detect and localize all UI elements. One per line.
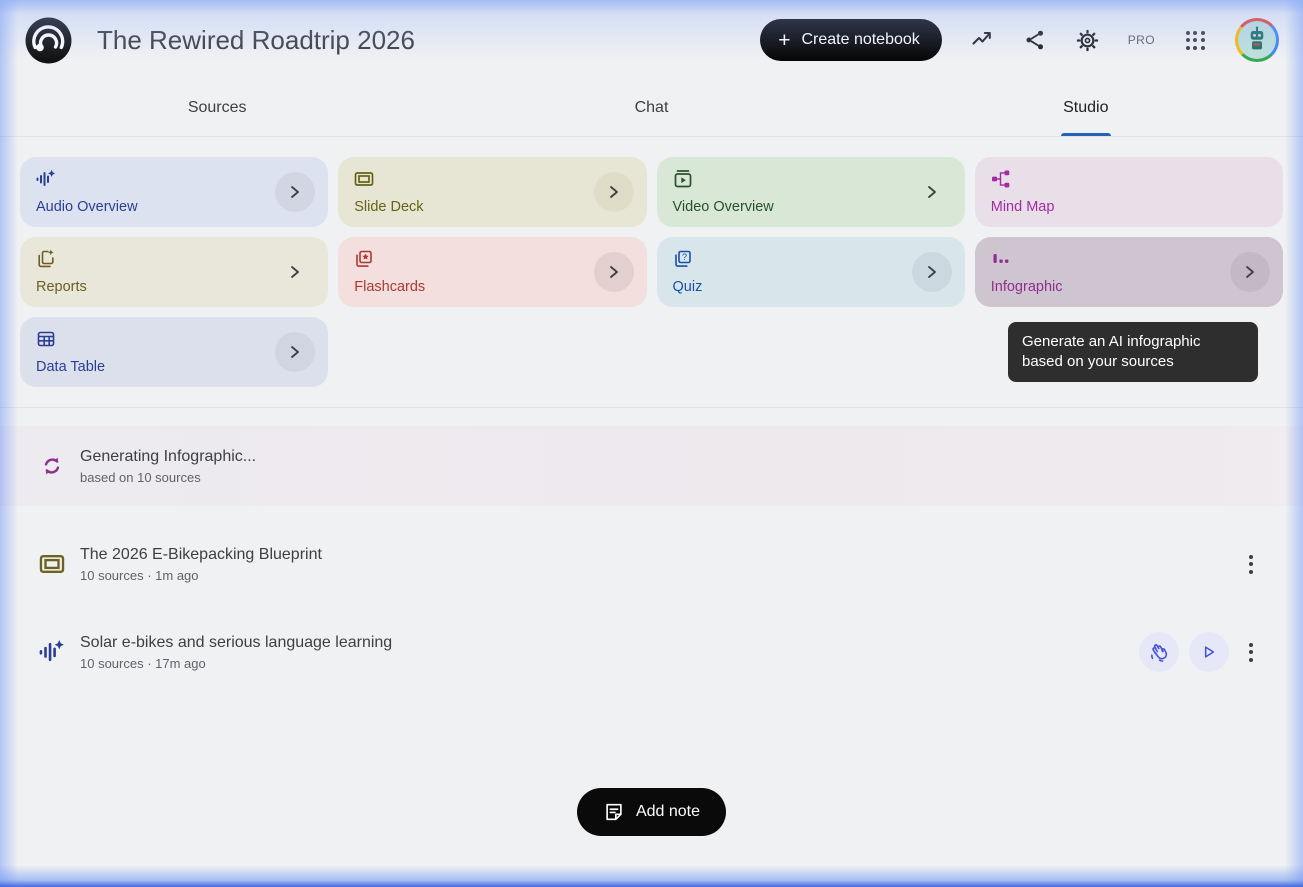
svg-text:?: ? [681, 252, 686, 262]
data-table-grid-icon [37, 331, 55, 347]
more-options-icon[interactable] [1239, 634, 1263, 671]
avatar[interactable] [1235, 18, 1279, 62]
tab-sources[interactable]: Sources [0, 80, 434, 136]
more-options-icon[interactable] [1239, 546, 1263, 583]
apps-grid-icon[interactable] [1182, 27, 1208, 53]
notebook-title[interactable]: The Rewired Roadtrip 2026 [97, 24, 415, 55]
audio-waveform-sparkle-icon [36, 169, 56, 186]
infographic-tooltip: Generate an AI infographic based on your… [1008, 322, 1258, 383]
artifact-slide-deck[interactable]: The 2026 E-Bikepacking Blueprint 10 sour… [0, 528, 1303, 600]
analytics-icon[interactable] [969, 27, 995, 53]
tab-sources-label: Sources [187, 99, 247, 116]
artifact-generating-infographic: Generating Infographic... based on 10 so… [0, 426, 1303, 506]
tool-card-reports[interactable]: Reports [20, 237, 329, 307]
tool-label: Quiz [672, 279, 703, 295]
tab-chat[interactable]: Chat [434, 80, 868, 136]
tool-label: Reports [36, 279, 87, 295]
header-actions: + Create notebook [760, 18, 1279, 62]
add-note-button[interactable]: Add note [576, 788, 727, 836]
footer: Add note [0, 788, 1303, 836]
interactive-mode-button[interactable] [1139, 632, 1179, 672]
data-table-open-chevron[interactable] [275, 332, 316, 372]
artifact-meta: based on 10 sources [80, 469, 201, 485]
artifact-actions [1139, 632, 1303, 672]
play-audio-button[interactable] [1189, 632, 1229, 672]
avatar-robot-image [1238, 21, 1276, 59]
tool-label: Mind Map [990, 199, 1055, 215]
tool-label: Slide Deck [354, 199, 424, 215]
tool-label: Flashcards [354, 279, 426, 295]
reports-open-chevron[interactable] [275, 252, 315, 292]
artifact-text: Generating Infographic... based on 10 so… [80, 448, 256, 485]
artifact-title: Generating Infographic... [80, 447, 257, 465]
video-player-icon [674, 170, 691, 188]
tool-label: Infographic [990, 279, 1063, 295]
tool-card-video-overview[interactable]: Video Overview [656, 157, 965, 227]
slide-deck-open-chevron[interactable] [593, 172, 634, 212]
slide-frame-icon [354, 172, 374, 186]
app-header: The Rewired Roadtrip 2026 + Create noteb… [0, 0, 1303, 80]
tool-card-audio-overview[interactable]: Audio Overview [20, 157, 329, 227]
tool-card-data-table[interactable]: Data Table [20, 317, 329, 387]
infographic-open-chevron[interactable] [1230, 252, 1270, 292]
quiz-cards-icon: ? [674, 250, 691, 267]
tab-studio-label: Studio [1063, 99, 1109, 116]
tool-label: Audio Overview [36, 199, 138, 215]
settings-gear-icon[interactable] [1075, 27, 1101, 53]
tab-studio[interactable]: Studio [869, 80, 1303, 136]
artifact-audio-overview[interactable]: Solar e-bikes and serious language learn… [0, 616, 1303, 688]
add-note-label: Add note [635, 803, 701, 820]
create-notebook-button[interactable]: + Create notebook [760, 19, 942, 61]
tool-label: Video Overview [672, 199, 774, 215]
report-doc-sparkle-icon [38, 249, 54, 268]
mind-map-nodes-icon [991, 170, 1010, 188]
tool-card-flashcards[interactable]: Flashcards [338, 237, 647, 307]
artifact-title: The 2026 E-Bikepacking Blueprint [80, 545, 322, 563]
notebooklm-logo-icon [25, 17, 72, 63]
quiz-open-chevron[interactable] [911, 252, 952, 292]
artifact-title: Solar e-bikes and serious language learn… [80, 633, 393, 651]
artifact-meta: 10 sources · 17m ago [80, 655, 206, 671]
play-icon [1204, 646, 1215, 658]
waving-hand-icon [1151, 644, 1168, 662]
flashcards-open-chevron[interactable] [593, 252, 634, 292]
tool-card-slide-deck[interactable]: Slide Deck [338, 157, 647, 227]
sync-progress-icon [38, 453, 66, 479]
artifact-text: Solar e-bikes and serious language learn… [80, 634, 392, 671]
artifact-meta: 10 sources · 1m ago [80, 567, 199, 583]
note-icon [606, 803, 622, 821]
tool-label: Data Table [36, 359, 106, 375]
flashcards-star-icon [356, 250, 373, 267]
infographic-bars-icon [993, 254, 1009, 263]
audio-waveform-icon [38, 639, 66, 665]
tool-card-quiz[interactable]: ? Quiz [656, 237, 965, 307]
share-icon[interactable] [1022, 27, 1048, 53]
pro-badge: PRO [1127, 33, 1155, 47]
tool-card-mind-map[interactable]: Mind Map [974, 157, 1283, 227]
studio-artifacts-list: Generating Infographic... based on 10 so… [0, 426, 1303, 688]
tool-card-infographic[interactable]: Infographic [974, 237, 1283, 307]
notebooklm-logo[interactable] [25, 17, 72, 64]
plus-icon: + [778, 28, 791, 52]
slide-deck-icon [38, 551, 66, 577]
artifact-text: The 2026 E-Bikepacking Blueprint 10 sour… [80, 546, 322, 583]
tab-chat-label: Chat [634, 99, 669, 116]
panel-tabs: Sources Chat Studio [0, 80, 1303, 137]
audio-overview-open-chevron[interactable] [275, 172, 316, 212]
video-overview-open-chevron[interactable] [912, 172, 952, 212]
create-notebook-label: Create notebook [801, 31, 920, 48]
artifact-actions [1239, 546, 1303, 583]
